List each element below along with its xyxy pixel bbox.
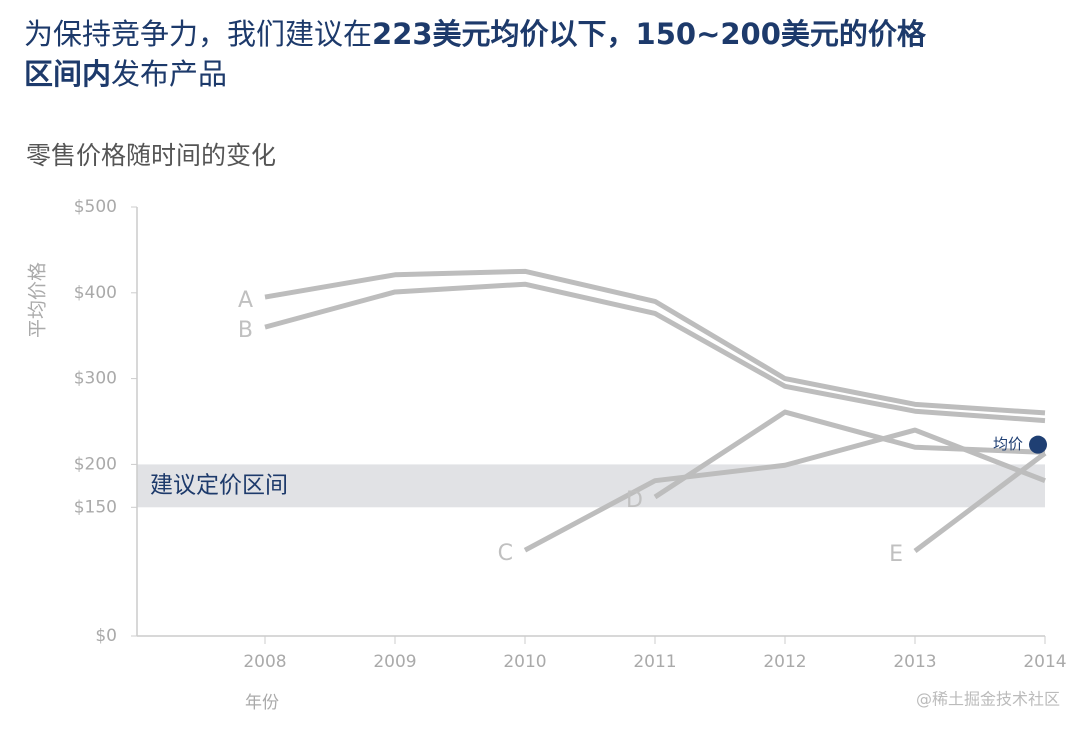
x-axis-title: 年份	[245, 693, 279, 713]
title-part: 发布产品	[111, 57, 227, 91]
watermark: @稀土掘金技术社区	[916, 690, 1060, 709]
price-band	[137, 464, 1045, 508]
x-tick-label: 2014	[1023, 652, 1066, 672]
y-tick-label: $150	[74, 497, 117, 517]
y-tick-label: $200	[74, 454, 117, 474]
series-label: A	[238, 288, 253, 313]
title-part: 为保持竞争力，我们建议在	[24, 17, 372, 51]
series-line	[264, 268, 1046, 416]
average-label: 均价	[993, 435, 1023, 453]
y-tick-label: $0	[95, 626, 117, 646]
x-tick-label: 2010	[503, 652, 546, 672]
series-label: C	[498, 541, 513, 566]
y-tick-label: $300	[74, 369, 117, 389]
y-tick-label: $500	[74, 197, 117, 217]
x-tick-label: 2008	[243, 652, 286, 672]
chart-title: 为保持竞争力，我们建议在223美元均价以下，150~200美元的价格	[24, 17, 927, 51]
band-label: 建议定价区间	[150, 472, 288, 498]
title-part: 区间内	[24, 57, 111, 91]
chart-subtitle: 零售价格随时间的变化	[26, 141, 276, 170]
x-tick-label: 2013	[893, 652, 936, 672]
x-tick-label: 2012	[763, 652, 806, 672]
series-line	[913, 451, 1047, 554]
series-label: B	[238, 318, 253, 343]
chart-title: 区间内发布产品	[24, 57, 227, 91]
x-tick-label: 2009	[373, 652, 416, 672]
series-line	[653, 409, 1046, 500]
x-tick-label: 2011	[633, 652, 676, 672]
y-tick-label: $400	[74, 283, 117, 303]
title-part: 223美元均价以下，150~200美元的价格	[372, 17, 927, 51]
average-dot	[1029, 435, 1047, 454]
series-label: E	[889, 542, 903, 567]
series-label: D	[626, 488, 643, 513]
series-line	[264, 281, 1046, 424]
y-axis-title: 平均价格	[27, 262, 49, 338]
